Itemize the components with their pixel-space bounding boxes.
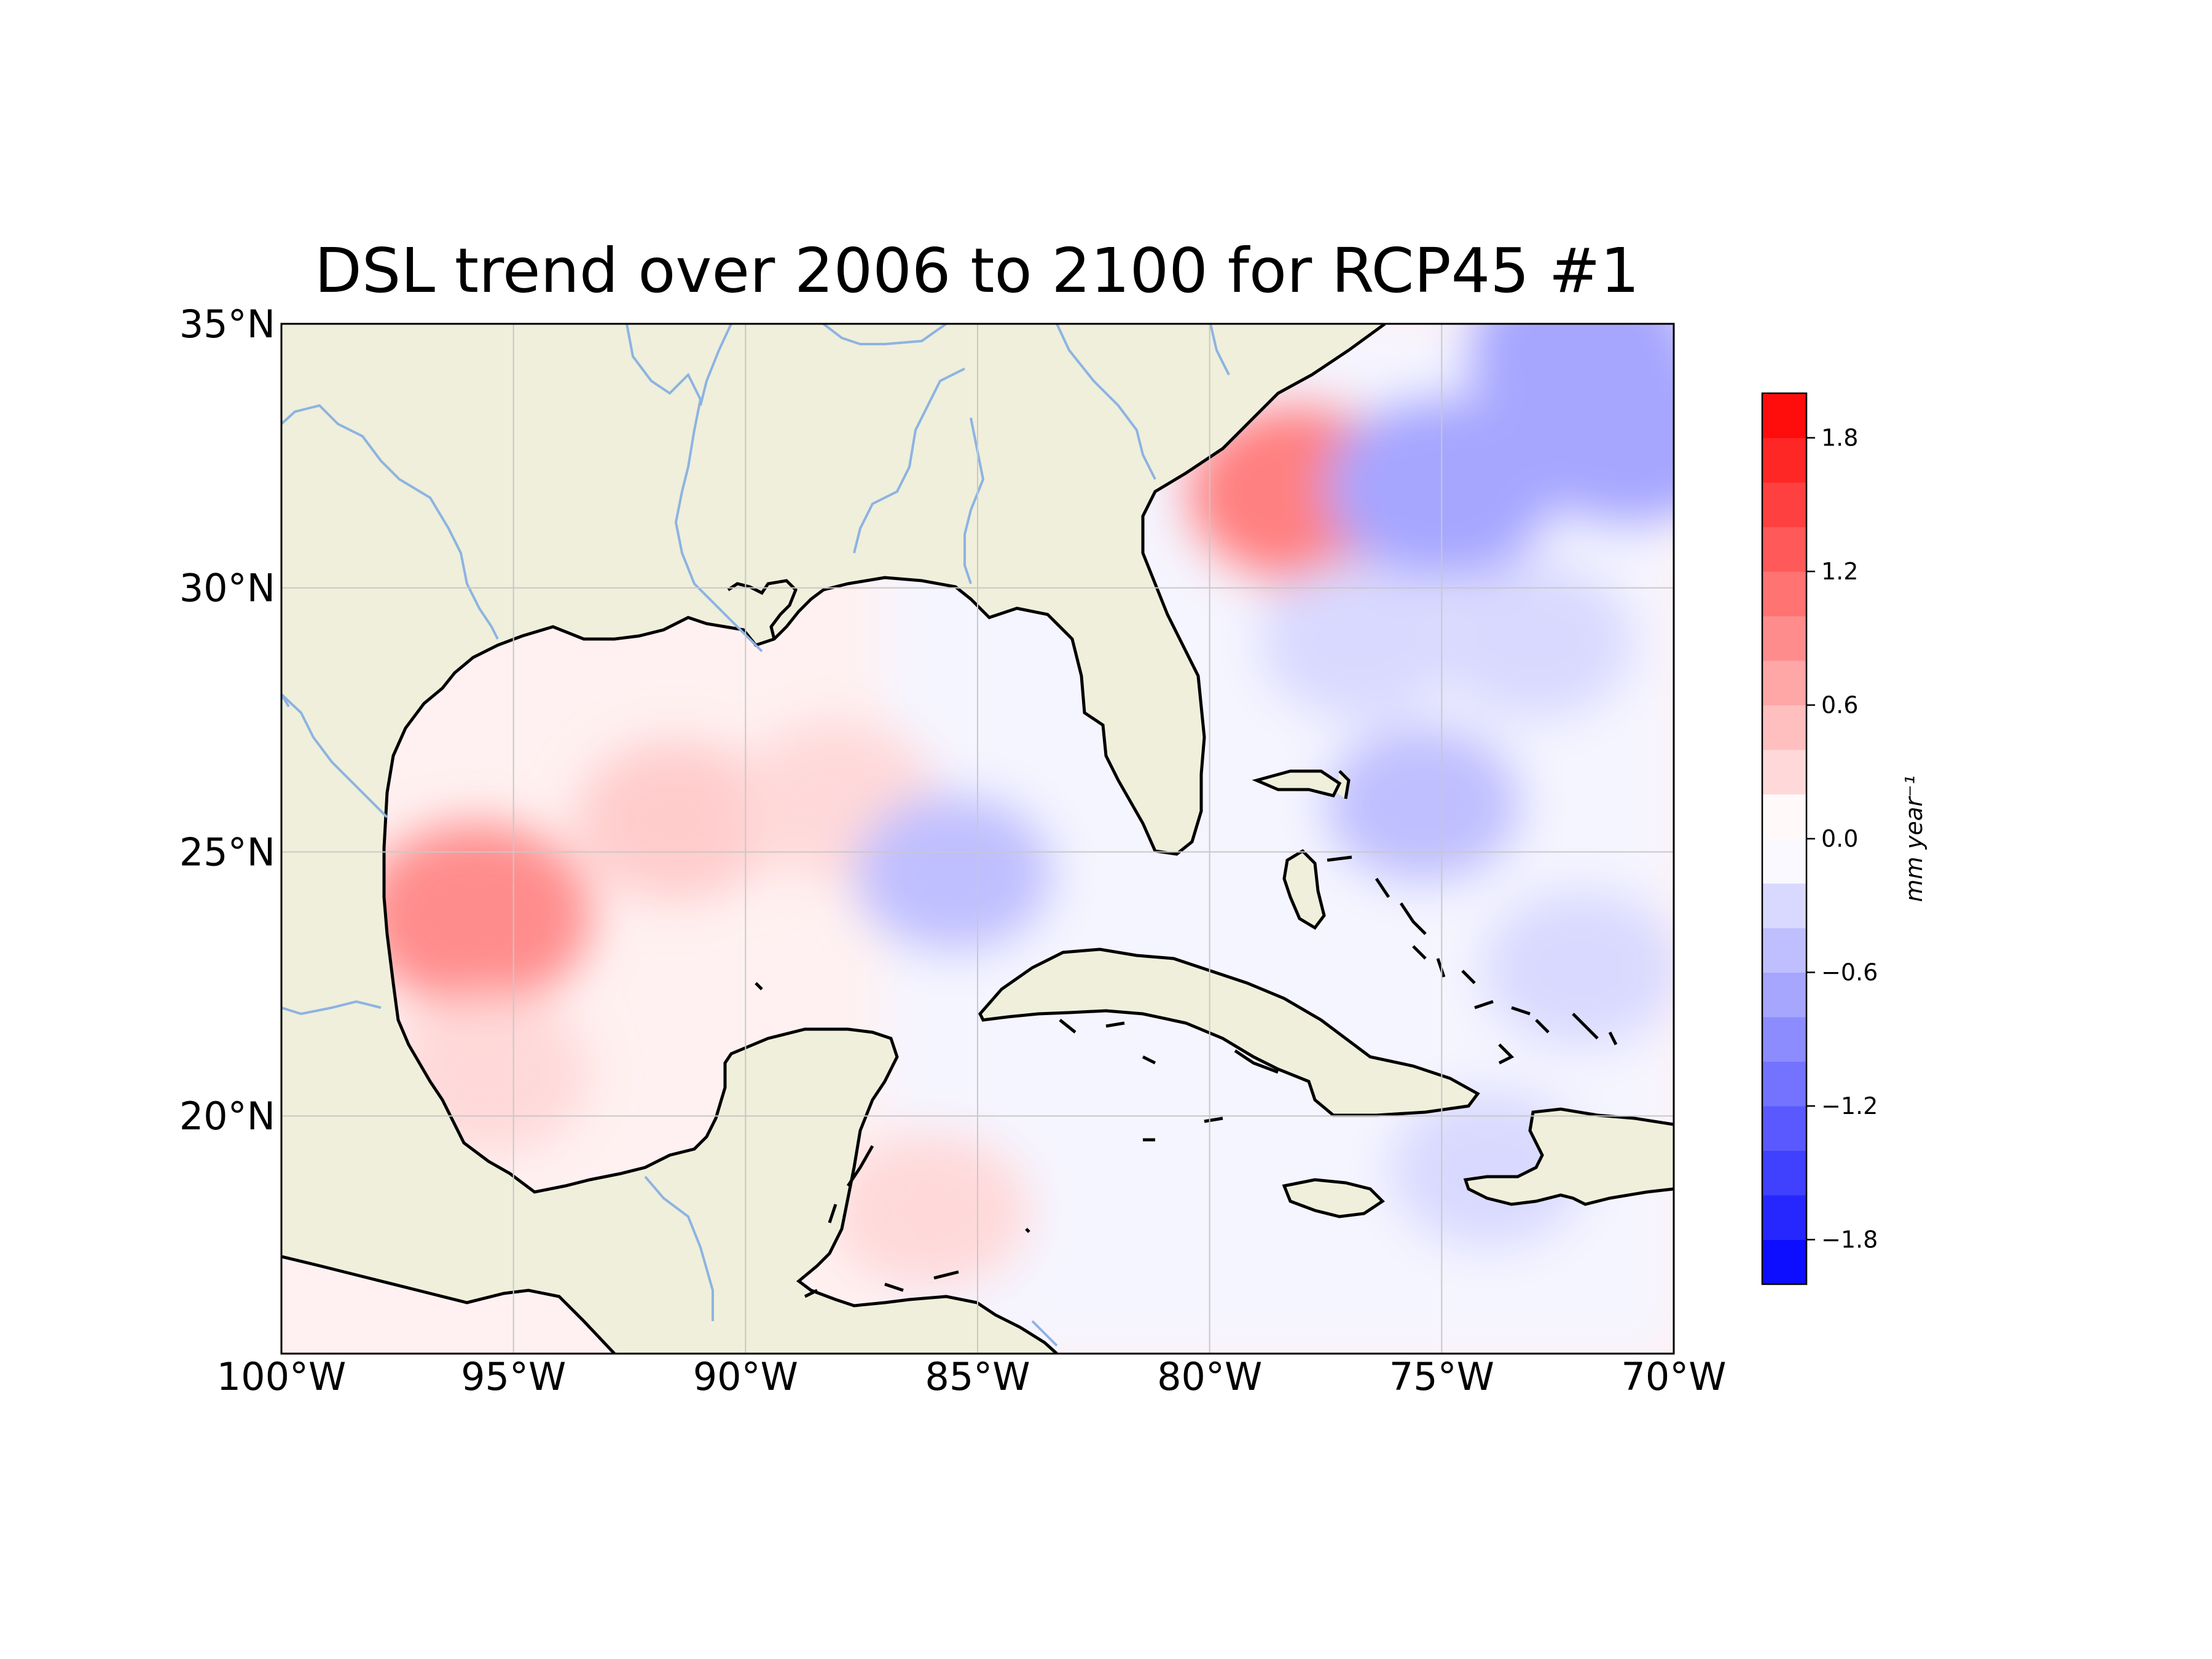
lon-tick-label: 100°W xyxy=(217,1354,347,1399)
colorbar-label: mm year⁻¹ xyxy=(1900,775,1928,902)
trend-anomaly xyxy=(1258,560,1458,721)
lat-tick-label: 25°N xyxy=(179,830,275,874)
lon-tick-label: 80°W xyxy=(1157,1354,1262,1399)
colorbar: 1.8 1.2 0.6 0.0 −0.6 −1.2 −1.8 mm year⁻¹ xyxy=(1761,392,1928,1285)
colorbar-segment xyxy=(1762,437,1806,483)
trend-anomaly xyxy=(854,793,1054,953)
river-mississippi xyxy=(626,324,763,653)
colorbar-tick-label: 0.6 xyxy=(1821,692,1858,719)
coastline-cuba xyxy=(978,947,1480,1117)
map-area xyxy=(281,324,1674,1354)
coastline-mexico-south xyxy=(281,1255,616,1354)
gridlines xyxy=(281,324,1674,1354)
lon-tick-label: 95°W xyxy=(461,1354,566,1399)
lon-tick-label: 90°W xyxy=(693,1354,798,1399)
lat-tick-labels: 35°N 30°N 25°N 20°N xyxy=(179,302,275,1139)
lat-tick-label: 20°N xyxy=(179,1094,275,1139)
colorbar-segment xyxy=(1762,928,1806,973)
colorbar-ticks: 1.8 1.2 0.6 0.0 −0.6 −1.2 −1.8 xyxy=(1806,425,1878,1253)
land-hispaniola xyxy=(1465,1109,1674,1204)
trend-anomaly xyxy=(1481,888,1674,1048)
trend-anomaly xyxy=(831,1131,1031,1291)
colorbar-segment xyxy=(1762,1106,1806,1151)
river-rio-grande xyxy=(281,693,388,818)
coastline-caribbean-small xyxy=(755,982,1279,1298)
river-tennessee xyxy=(699,324,732,406)
colorbar-segment xyxy=(1762,571,1806,616)
colorbar-segments xyxy=(1762,393,1806,1285)
lon-tick-label: 75°W xyxy=(1389,1354,1494,1399)
land-north-america xyxy=(281,324,1385,1354)
land-cuba xyxy=(980,949,1478,1115)
trend-anomaly xyxy=(1434,560,1634,721)
colorbar-segment xyxy=(1762,750,1806,794)
coastline-layer xyxy=(281,324,1674,1354)
colorbar-segment xyxy=(1762,883,1806,928)
river-alabama xyxy=(853,367,965,554)
land-grand-bahama xyxy=(1257,771,1339,796)
lon-tick-label: 85°W xyxy=(925,1354,1030,1399)
colorbar-segment xyxy=(1762,1017,1806,1062)
map-frame xyxy=(280,323,1675,1355)
colorbar-tick-label: 0.0 xyxy=(1821,825,1858,852)
coastline-grand-bahama xyxy=(1252,769,1342,798)
trend-anomaly xyxy=(1323,724,1523,885)
colorbar-segment xyxy=(1762,794,1806,839)
colorbar-tick-label: 1.2 xyxy=(1821,558,1858,585)
lat-tick-label: 35°N xyxy=(179,302,275,347)
colorbar-segment xyxy=(1762,839,1806,884)
colorbar-segment xyxy=(1762,1061,1806,1107)
coastline-bahamas-small xyxy=(1327,770,1618,1065)
lon-tick-label: 70°W xyxy=(1621,1354,1726,1399)
river-chattahoochee xyxy=(1056,324,1156,480)
colorbar-segment xyxy=(1762,482,1806,527)
colorbar-segment xyxy=(1762,705,1806,750)
colorbar-segment xyxy=(1762,1195,1806,1240)
coastline-andros xyxy=(1282,849,1326,930)
lat-tick-label: 30°N xyxy=(179,566,275,611)
coastline-jamaica xyxy=(1282,1178,1385,1218)
river-savannah xyxy=(1209,324,1230,375)
trend-anomaly xyxy=(361,823,592,1008)
colorbar-tick-label: 1.8 xyxy=(1821,425,1858,452)
rivers-layer xyxy=(281,324,1230,1347)
river-central xyxy=(281,693,1058,1347)
colorbar-tick-label: −1.2 xyxy=(1821,1092,1878,1120)
river-red-brazos xyxy=(281,404,499,640)
land-mexico-south xyxy=(281,1257,614,1354)
colorbar-segment xyxy=(1762,1150,1806,1196)
map-title: DSL trend over 2006 to 2100 for RCP45 #1 xyxy=(315,235,1639,307)
trend-anomaly xyxy=(576,740,776,900)
colorbar-segment xyxy=(1762,1239,1806,1285)
river-texas-coast xyxy=(281,1000,382,1016)
colorbar-tick-label: −1.8 xyxy=(1821,1226,1878,1253)
river-usumacinta xyxy=(644,1175,714,1321)
lon-tick-labels: 100°W 95°W 90°W 85°W 80°W 75°W 70°W xyxy=(217,1354,1727,1399)
colorbar-segment xyxy=(1762,527,1806,572)
colorbar-segment xyxy=(1762,661,1806,705)
colorbar-segment xyxy=(1762,616,1806,661)
colorbar-tick-label: −0.6 xyxy=(1821,959,1878,986)
coastline-gulf xyxy=(382,324,1386,1354)
trend-anomaly xyxy=(1512,342,1674,527)
colorbar-segment xyxy=(1762,972,1806,1018)
coastline-hispaniola xyxy=(1463,1107,1674,1206)
river-north-east xyxy=(822,324,947,345)
colorbar-segment xyxy=(1762,393,1806,438)
